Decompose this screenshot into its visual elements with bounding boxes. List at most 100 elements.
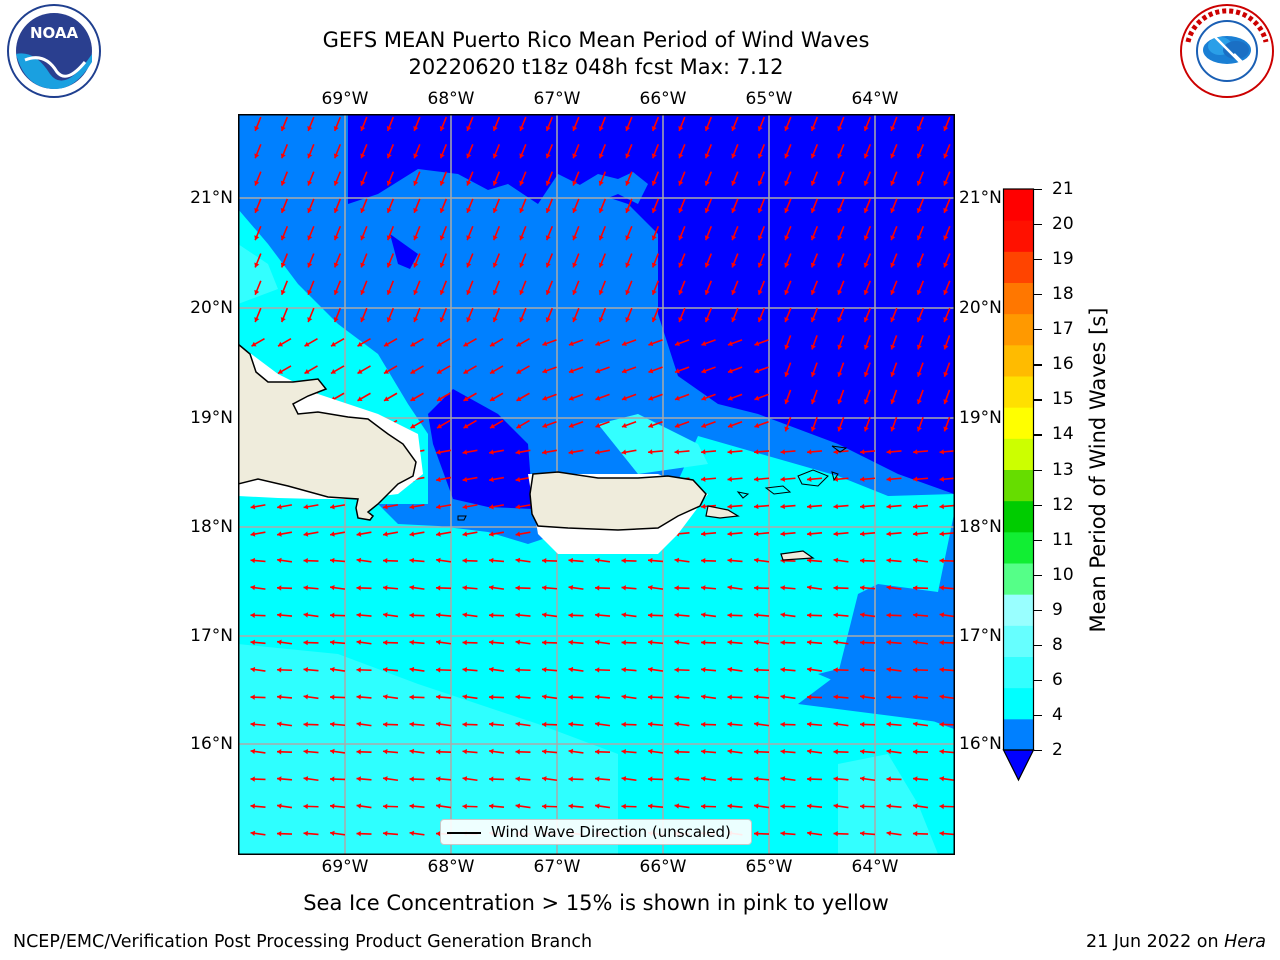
wave-direction-arrow [542, 339, 557, 347]
wave-direction-arrow [727, 612, 743, 618]
wave-direction-arrow [545, 171, 554, 186]
wave-direction-arrow [916, 362, 924, 378]
field-darkblue-south [428, 389, 533, 509]
puerto-rico-land [529, 471, 707, 531]
wave-direction-arrow [939, 776, 954, 782]
wave-direction-arrow [886, 694, 902, 700]
wave-direction-arrow [859, 694, 876, 700]
wave-direction-arrow [784, 307, 792, 323]
wave-direction-arrow [598, 280, 607, 296]
wave-direction-arrow [727, 721, 743, 727]
wave-direction-arrow [837, 198, 845, 214]
wave-direction-arrow [648, 420, 663, 428]
wave-direction-arrow [912, 694, 929, 700]
wave-direction-arrow [413, 171, 421, 186]
wave-direction-arrow [700, 531, 717, 537]
wave-direction-arrow [436, 392, 451, 402]
wave-direction-arrow [541, 721, 558, 728]
wave-direction-arrow [386, 307, 395, 323]
wave-direction-arrow [360, 307, 368, 323]
wave-direction-arrow [784, 116, 792, 132]
wave-direction-arrow [515, 721, 531, 727]
graticule [238, 114, 954, 854]
wave-direction-arrow [731, 198, 739, 214]
wave-direction-arrow [704, 225, 713, 241]
wave-direction-arrow [439, 144, 448, 159]
wave-direction-arrow [625, 307, 633, 323]
wave-direction-arrow [780, 503, 796, 510]
wave-direction-arrow [727, 476, 743, 482]
wave-direction-arrow [939, 503, 954, 510]
wave-direction-arrow [598, 225, 607, 241]
wave-direction-arrow [757, 171, 766, 186]
wave-direction-arrow [810, 280, 819, 296]
wave-direction-arrow [356, 612, 372, 618]
wave-direction-arrow [754, 420, 769, 428]
colorbar-tick-label: 21 [1052, 179, 1074, 199]
wave-direction-arrow [382, 504, 399, 510]
wave-direction-arrow [701, 339, 716, 347]
field-darkblue-north [348, 114, 954, 494]
wave-direction-arrow [303, 531, 319, 537]
wave-direction-arrow [303, 639, 319, 646]
colorbar-tick-mark [1034, 399, 1042, 401]
wave-direction-arrow [382, 721, 399, 728]
wave-direction-arrow [890, 280, 898, 296]
wave-direction-arrow [329, 694, 346, 700]
colorbar-segment [1003, 407, 1034, 439]
wave-direction-arrow [568, 748, 584, 755]
wave-direction-arrow [886, 557, 902, 564]
colorbar-tick-mark [1034, 224, 1042, 226]
wave-direction-arrow [250, 776, 266, 782]
wave-direction-arrow [280, 144, 289, 159]
wave-direction-arrow [806, 531, 823, 537]
wave-direction-arrow [594, 776, 611, 782]
wave-direction-arrow [382, 639, 399, 646]
wave-direction-arrow [678, 253, 686, 268]
wave-direction-arrow [704, 144, 713, 159]
wave-direction-arrow [621, 449, 637, 455]
wave-direction-arrow [250, 803, 266, 809]
wave-direction-arrow [356, 667, 372, 673]
wave-direction-arrow [943, 389, 951, 405]
wave-direction-arrow [307, 280, 315, 296]
wave-direction-arrow [700, 612, 717, 618]
wave-direction-arrow [356, 803, 372, 809]
wave-direction-arrow [360, 253, 368, 268]
wave-direction-arrow [939, 830, 954, 837]
wave-direction-arrow [678, 280, 686, 296]
map-subtitle-run: 20220620 t18z 048h fcst Max: 7.12 [408, 55, 784, 79]
wave-direction-arrow [727, 531, 743, 537]
wave-direction-arrow [674, 694, 690, 700]
wave-direction-arrow [568, 366, 584, 374]
wave-direction-arrow [488, 776, 505, 782]
wave-direction-arrow [780, 694, 796, 700]
wave-direction-arrow [943, 335, 951, 350]
wave-direction-arrow [276, 639, 293, 645]
wave-direction-arrow [492, 307, 501, 323]
wave-direction-arrow [890, 171, 898, 186]
wave-direction-arrow [806, 830, 823, 836]
wave-direction-arrow [382, 803, 399, 810]
wave-direction-arrow [780, 776, 796, 782]
wave-direction-arrow [280, 198, 289, 214]
wave-direction-arrow [943, 198, 951, 214]
wave-direction-arrow [386, 280, 395, 296]
wave-direction-arrow [436, 365, 451, 375]
wave-direction-arrow [916, 389, 924, 405]
wave-direction-arrow [863, 280, 872, 296]
wave-direction-arrow [678, 116, 686, 132]
colorbar-segment [1003, 251, 1034, 283]
colorbar-tick-label: 20 [1052, 214, 1074, 235]
wave-direction-arrow [382, 830, 399, 837]
colorbar-tick-mark [1034, 609, 1042, 611]
wave-direction-arrow [754, 393, 769, 401]
lon-label-top: 68°W [427, 89, 475, 109]
wave-direction-arrow [753, 803, 770, 809]
wave-direction-arrow [727, 503, 743, 510]
wave-direction-arrow [784, 389, 792, 405]
wave-direction-arrow [516, 419, 530, 429]
wave-direction-arrow [307, 171, 315, 186]
wave-direction-arrow [863, 198, 872, 214]
wave-direction-arrow [837, 307, 845, 323]
